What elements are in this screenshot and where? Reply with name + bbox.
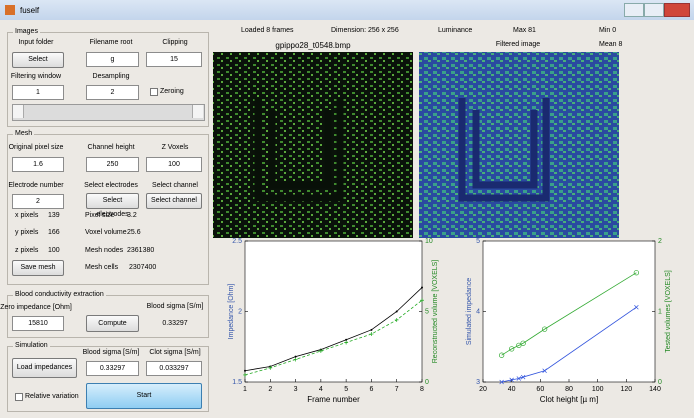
x-tick-label: 120 — [620, 386, 632, 393]
label: Mesh nodes — [85, 247, 123, 254]
x-tick-label: 2 — [268, 386, 272, 393]
x-tick-label: 100 — [592, 386, 604, 393]
label: Voxel volume — [85, 229, 127, 236]
x-tick-label: 4 — [319, 386, 323, 393]
x-axis-label: Clot height [µ m] — [540, 395, 598, 404]
y2-tick-label: 10 — [425, 238, 433, 245]
x-tick-label: 5 — [344, 386, 348, 393]
y-tick-label: 4 — [476, 308, 480, 315]
value-text: 166 — [48, 229, 60, 236]
value-text: 2361380 — [127, 247, 154, 254]
marker — [396, 311, 398, 313]
marker — [295, 356, 297, 358]
value-text: 25.6 — [127, 229, 141, 236]
marker — [421, 287, 423, 289]
y2-tick-label: 2 — [658, 238, 662, 245]
x-tick-label: 1 — [243, 386, 247, 393]
plot-background — [483, 241, 655, 382]
label: x pixels — [15, 212, 38, 219]
y-axis-label: Impedance [Ohm] — [228, 284, 235, 340]
x-tick-label: 20 — [479, 386, 487, 393]
x-axis-label: Frame number — [307, 395, 360, 404]
y-tick-label: 5 — [476, 238, 480, 245]
y-tick-label: 3 — [476, 379, 480, 386]
filtered-image — [419, 52, 619, 238]
plot-area: 123456781.522.50510Frame numberImpedance… — [0, 0, 694, 418]
y-tick-label: 2.5 — [232, 238, 242, 245]
label: y pixels — [15, 229, 38, 236]
x-tick-label: 40 — [508, 386, 516, 393]
app-window: fuself Images Input folder Filename root… — [0, 0, 694, 418]
x-tick-label: 140 — [649, 386, 661, 393]
x-tick-label: 7 — [395, 386, 399, 393]
x-tick-label: 8 — [420, 386, 424, 393]
y2-axis-label: Tested volumes [VOXELS] — [665, 270, 672, 353]
raw-image — [213, 52, 413, 238]
y2-tick-label: 0 — [425, 379, 429, 386]
value-text: 100 — [48, 247, 60, 254]
marker — [244, 370, 246, 372]
y2-tick-label: 1 — [658, 308, 662, 315]
marker — [370, 329, 372, 331]
value-text: 139 — [48, 212, 60, 219]
value-text: 3.2 — [127, 212, 137, 219]
y2-axis-label: Reconstructed volume [VOXELS] — [432, 260, 439, 364]
y2-tick-label: 0 — [658, 379, 662, 386]
plot-background — [245, 241, 422, 382]
label: Pixel size — [85, 212, 115, 219]
y-tick-label: 2 — [238, 308, 242, 315]
x-tick-label: 3 — [294, 386, 298, 393]
y-tick-label: 1.5 — [232, 379, 242, 386]
x-tick-label: 6 — [369, 386, 373, 393]
label: z pixels — [15, 247, 38, 254]
y2-tick-label: 5 — [425, 308, 429, 315]
x-tick-label: 80 — [565, 386, 573, 393]
x-tick-label: 60 — [536, 386, 544, 393]
y-axis-label: Simulated impedance — [466, 278, 473, 345]
marker — [345, 339, 347, 341]
